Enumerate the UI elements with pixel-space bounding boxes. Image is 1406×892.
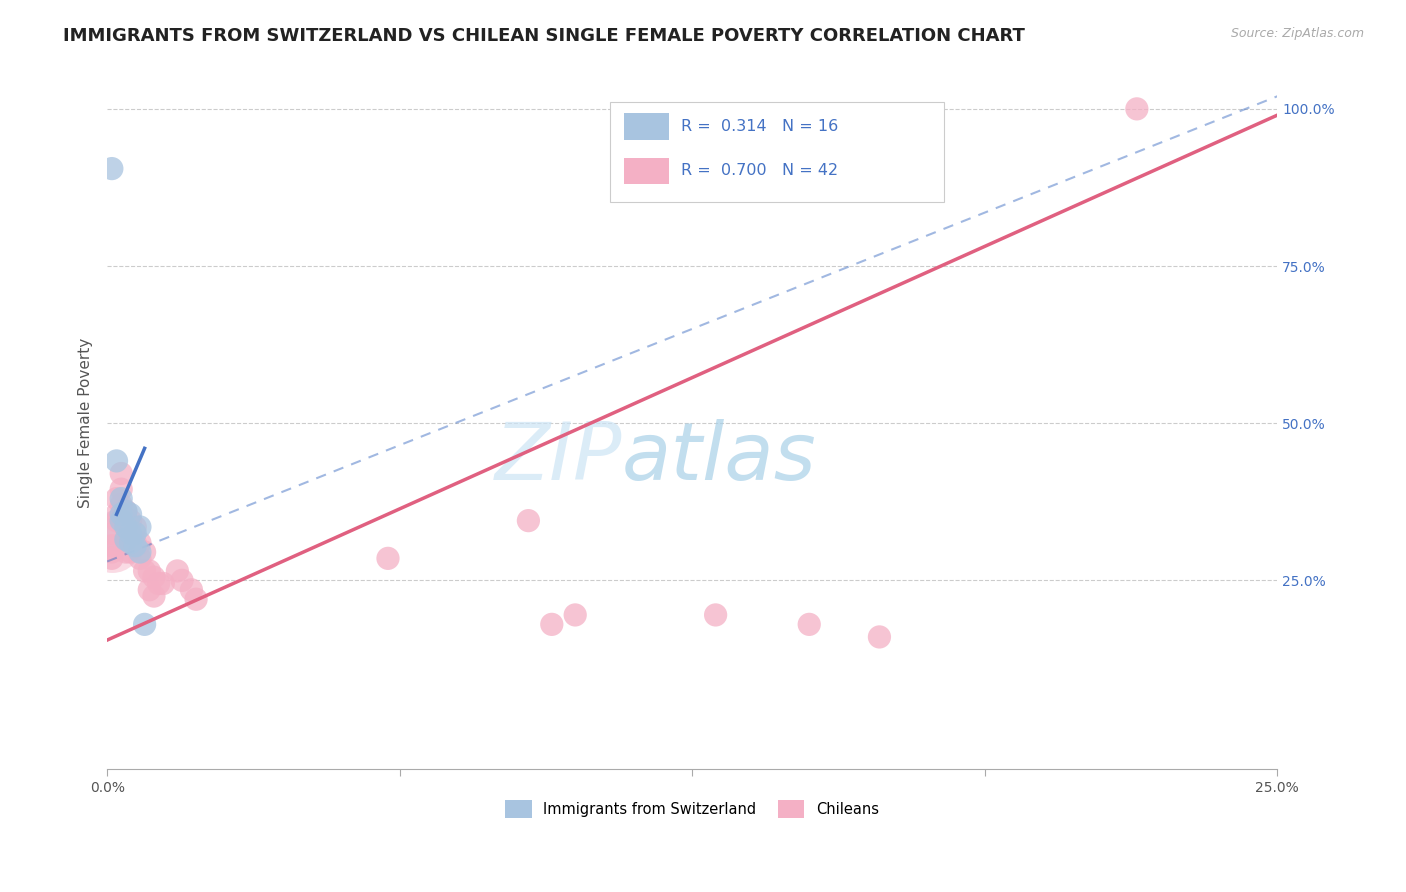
- Point: [129, 545, 152, 559]
- FancyBboxPatch shape: [624, 113, 669, 140]
- Point: [143, 570, 166, 584]
- Point: [134, 564, 156, 578]
- Point: [1126, 102, 1149, 116]
- Point: [105, 454, 128, 468]
- Point: [180, 582, 202, 597]
- Point: [101, 526, 124, 541]
- Point: [124, 520, 146, 534]
- Point: [110, 514, 132, 528]
- Point: [110, 482, 132, 496]
- Point: [517, 514, 540, 528]
- Point: [101, 535, 124, 549]
- Text: R =  0.314   N = 16: R = 0.314 N = 16: [681, 120, 838, 134]
- Point: [124, 526, 146, 541]
- Point: [564, 607, 586, 622]
- Point: [120, 526, 142, 541]
- Point: [124, 539, 146, 553]
- Point: [101, 545, 124, 559]
- Point: [110, 508, 132, 522]
- Point: [110, 498, 132, 512]
- Point: [105, 514, 128, 528]
- Point: [152, 576, 174, 591]
- Point: [115, 533, 138, 547]
- Text: IMMIGRANTS FROM SWITZERLAND VS CHILEAN SINGLE FEMALE POVERTY CORRELATION CHART: IMMIGRANTS FROM SWITZERLAND VS CHILEAN S…: [63, 27, 1025, 45]
- Text: ZIP: ZIP: [495, 418, 621, 497]
- Point: [115, 504, 138, 518]
- Legend: Immigrants from Switzerland, Chileans: Immigrants from Switzerland, Chileans: [499, 795, 884, 824]
- Point: [110, 491, 132, 506]
- Point: [120, 545, 142, 559]
- Point: [138, 582, 160, 597]
- Point: [540, 617, 562, 632]
- Point: [110, 514, 132, 528]
- Point: [115, 545, 138, 559]
- Point: [120, 514, 142, 528]
- Point: [105, 508, 128, 522]
- Text: Source: ZipAtlas.com: Source: ZipAtlas.com: [1230, 27, 1364, 40]
- Point: [105, 523, 128, 537]
- Text: R =  0.700   N = 42: R = 0.700 N = 42: [681, 163, 838, 178]
- Point: [377, 551, 399, 566]
- Point: [115, 520, 138, 534]
- Point: [110, 467, 132, 481]
- Point: [115, 533, 138, 547]
- Point: [115, 520, 138, 534]
- Point: [134, 617, 156, 632]
- Text: atlas: atlas: [621, 418, 817, 497]
- Point: [129, 535, 152, 549]
- Point: [170, 574, 193, 588]
- Point: [143, 589, 166, 603]
- Point: [120, 529, 142, 543]
- Point: [129, 551, 152, 566]
- Point: [166, 564, 188, 578]
- Point: [799, 617, 821, 632]
- Point: [148, 576, 170, 591]
- Point: [120, 535, 142, 549]
- Point: [704, 607, 727, 622]
- Point: [134, 545, 156, 559]
- Point: [138, 564, 160, 578]
- Point: [101, 551, 124, 566]
- FancyBboxPatch shape: [610, 102, 943, 202]
- FancyBboxPatch shape: [624, 158, 669, 184]
- Point: [184, 592, 207, 607]
- Point: [101, 161, 124, 176]
- Point: [868, 630, 890, 644]
- Point: [129, 520, 152, 534]
- Point: [101, 539, 124, 553]
- Point: [124, 535, 146, 549]
- Point: [115, 504, 138, 518]
- Y-axis label: Single Female Poverty: Single Female Poverty: [79, 338, 93, 508]
- Point: [120, 508, 142, 522]
- Point: [105, 491, 128, 506]
